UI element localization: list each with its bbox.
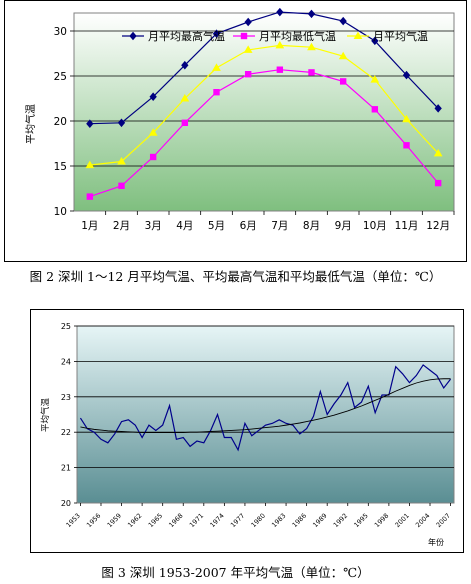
x-tick-label: 6月 [240,220,257,232]
x-tick-label: 7月 [271,220,288,232]
data-point [181,60,189,70]
data-point [402,70,411,80]
figure-2-caption: 图 2 深圳 1～12 月平均气温、平均最高气温和平均最低气温（单位：℃） [29,269,442,284]
data-point [149,92,157,101]
y-tick-label: 23 [61,393,71,402]
data-point [243,45,253,53]
y-axis-label: 平均气温 [24,104,37,144]
data-point [212,63,221,71]
data-point [371,106,379,113]
series-line [79,364,452,452]
data-point [213,89,220,96]
data-point [370,75,380,83]
legend-marker [240,32,248,40]
y-tick-label: 20 [54,116,67,128]
x-tick-label: 5月 [208,220,225,232]
y-tick-label: 15 [54,161,67,173]
data-point [85,160,95,169]
series-line [89,11,439,125]
data-point [307,42,316,51]
x-tick-label: 12月 [426,220,450,232]
data-point [148,128,158,136]
data-point [181,119,189,126]
data-point [244,17,252,27]
data-point [276,66,284,73]
x-axis-label: 年份 [428,537,444,547]
trend-line [80,378,451,434]
legend-marker [353,31,363,39]
y-tick-label: 20 [61,499,71,508]
series-line [89,44,439,166]
data-point [402,114,411,123]
data-point [117,157,126,165]
y-tick-label: 10 [54,206,67,218]
data-point [433,148,443,157]
data-point [118,182,125,190]
data-point [308,69,315,76]
data-point [275,40,285,49]
data-point [338,51,348,60]
y-tick-label: 24 [61,357,71,366]
data-point [434,179,442,187]
plot-area [76,325,455,504]
y-tick-label: 25 [61,322,71,331]
x-tick-label: 4月 [176,220,193,232]
x-tick-label: 1月 [81,220,98,232]
y-tick-label: 30 [54,26,67,38]
legend-label: 月平均最高气温 [148,29,225,43]
y-tick-label: 22 [61,428,71,437]
data-point [371,36,379,46]
figure-3-caption: 图 3 深圳 1953-2007 年平均气温（单位：℃） [101,565,370,580]
x-tick-label: 3月 [145,220,162,232]
data-point [434,104,442,113]
chart-annual-temperature: 20 21 22 23 24 25 1953 1956 1959 1962 1965 1968 197… [30,309,464,553]
y-tick-label: 21 [61,464,71,473]
x-tick-label: 11月 [395,220,419,232]
chart-monthly-temperature: 10 15 20 25 30 1月 2月 3月 4月 5月 6月 7月 8月 9月 10月 11月 12月 平… [4,0,467,262]
data-point [339,78,347,85]
legend-marker [129,31,137,41]
data-point [149,153,157,161]
data-point [117,118,126,128]
plot-area [73,12,455,212]
data-point [244,71,252,78]
legend-label: 月平均气温 [373,29,428,43]
data-point [403,142,410,149]
x-tick-label: 8月 [303,220,320,232]
data-point [276,7,284,17]
data-point [212,29,221,38]
chart-monthly-temperature-svg: 10 15 20 25 30 1月 2月 3月 4月 5月 6月 7月 8月 9月 10月 11月 12月 平… [4,0,467,262]
data-point [180,94,190,102]
data-point [86,193,94,200]
data-point [339,16,347,26]
x-tick-label: 10月 [363,220,387,232]
data-point [86,119,94,128]
x-tick-label: 9月 [335,220,352,232]
series-line [89,69,439,198]
x-tick-label: 2月 [113,220,130,232]
data-point [307,9,316,19]
y-axis-label: 平均气温 [40,398,51,433]
legend-label: 月平均最低气温 [259,29,336,43]
y-tick-label: 25 [54,71,67,83]
